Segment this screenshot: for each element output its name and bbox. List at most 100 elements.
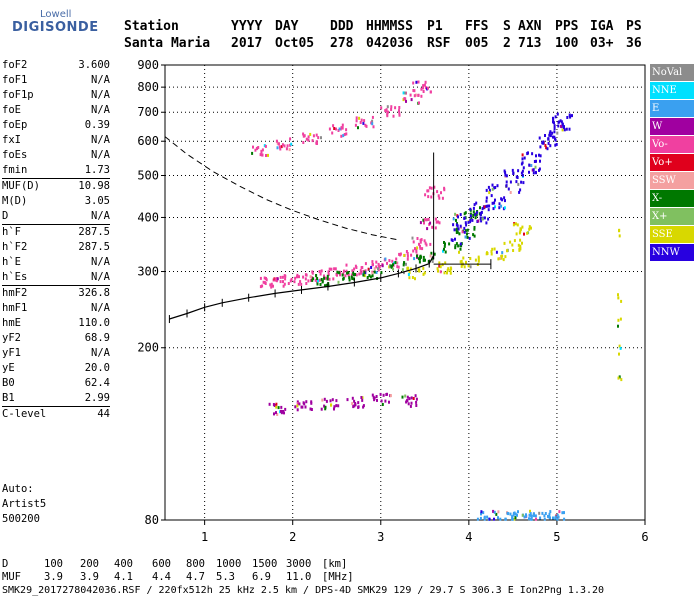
data-point bbox=[307, 135, 310, 139]
data-point bbox=[354, 403, 357, 407]
header-label: S bbox=[503, 19, 511, 34]
data-point bbox=[561, 128, 564, 132]
data-point bbox=[385, 109, 388, 113]
data-point bbox=[257, 146, 260, 149]
data-point bbox=[428, 186, 431, 190]
data-point bbox=[362, 273, 365, 277]
data-point bbox=[558, 510, 561, 514]
data-point bbox=[458, 232, 461, 236]
data-point bbox=[355, 266, 358, 269]
data-point bbox=[618, 229, 620, 233]
data-point bbox=[479, 516, 482, 520]
data-point bbox=[279, 280, 282, 284]
data-point bbox=[406, 254, 409, 258]
data-point bbox=[341, 123, 344, 127]
data-point bbox=[556, 112, 559, 116]
data-point bbox=[487, 217, 490, 221]
data-point bbox=[357, 401, 360, 405]
data-point bbox=[620, 299, 623, 303]
data-point bbox=[275, 411, 277, 415]
data-point bbox=[452, 217, 455, 221]
param-value: 68.9 bbox=[84, 332, 110, 344]
data-point bbox=[334, 267, 337, 271]
data-point bbox=[465, 260, 467, 264]
data-point bbox=[462, 256, 465, 260]
data-point bbox=[426, 189, 429, 193]
data-point bbox=[505, 174, 508, 178]
param-key: C-level bbox=[2, 408, 47, 420]
data-point bbox=[362, 121, 365, 125]
data-point bbox=[477, 259, 480, 263]
data-point bbox=[366, 276, 369, 279]
data-point bbox=[509, 180, 512, 184]
data-point bbox=[552, 516, 554, 520]
header-label: AXN bbox=[518, 19, 542, 34]
data-point bbox=[352, 271, 355, 275]
data-point bbox=[436, 190, 439, 194]
data-point bbox=[277, 406, 280, 410]
data-point bbox=[337, 280, 340, 284]
data-point bbox=[487, 185, 490, 189]
x-tick-label: 2 bbox=[289, 530, 296, 544]
data-point bbox=[620, 378, 623, 382]
data-point bbox=[280, 405, 283, 409]
data-point bbox=[541, 511, 544, 515]
data-point bbox=[263, 144, 266, 148]
data-point bbox=[498, 206, 501, 210]
data-point bbox=[282, 280, 284, 284]
data-point bbox=[276, 146, 279, 150]
data-point bbox=[364, 269, 367, 273]
data-point bbox=[425, 243, 428, 247]
data-point bbox=[359, 269, 362, 273]
data-point bbox=[288, 148, 291, 152]
data-point bbox=[493, 201, 496, 205]
data-point bbox=[549, 510, 552, 514]
legend-item: E bbox=[650, 100, 694, 117]
param-value: 287.5 bbox=[78, 226, 110, 238]
data-point bbox=[320, 407, 323, 411]
data-point bbox=[412, 89, 415, 92]
data-point bbox=[414, 247, 416, 251]
data-point bbox=[419, 254, 422, 258]
data-point bbox=[332, 124, 335, 128]
data-point bbox=[479, 206, 481, 210]
data-point bbox=[279, 147, 282, 151]
data-point bbox=[328, 277, 331, 281]
data-point bbox=[410, 253, 413, 257]
data-point bbox=[554, 138, 557, 142]
param-value: 1.73 bbox=[84, 164, 110, 176]
data-point bbox=[321, 279, 324, 283]
header-value: 042036 bbox=[366, 36, 413, 51]
param-row: foF1 N/A bbox=[2, 73, 110, 88]
data-point bbox=[513, 239, 516, 243]
data-point bbox=[418, 260, 421, 264]
data-point bbox=[515, 222, 517, 226]
data-point bbox=[294, 276, 297, 280]
data-point bbox=[471, 218, 474, 222]
data-point bbox=[464, 229, 467, 233]
data-point bbox=[415, 404, 418, 407]
data-point bbox=[475, 213, 478, 217]
data-point bbox=[284, 407, 287, 411]
data-point bbox=[404, 394, 407, 398]
data-point bbox=[388, 259, 391, 263]
data-point bbox=[479, 213, 482, 217]
data-point bbox=[495, 512, 498, 516]
data-point bbox=[521, 169, 524, 173]
data-point bbox=[436, 267, 439, 271]
data-point bbox=[485, 196, 488, 200]
data-point bbox=[331, 131, 334, 135]
data-point bbox=[515, 180, 518, 184]
data-point bbox=[286, 144, 289, 148]
data-point bbox=[319, 272, 322, 276]
data-point bbox=[497, 516, 499, 520]
data-point bbox=[296, 402, 299, 405]
data-point bbox=[554, 143, 557, 147]
data-point bbox=[511, 517, 514, 521]
data-point bbox=[296, 404, 299, 408]
data-point bbox=[446, 268, 449, 272]
data-point bbox=[557, 120, 560, 124]
data-point bbox=[538, 511, 541, 515]
data-point bbox=[422, 255, 425, 259]
data-point bbox=[618, 375, 621, 379]
